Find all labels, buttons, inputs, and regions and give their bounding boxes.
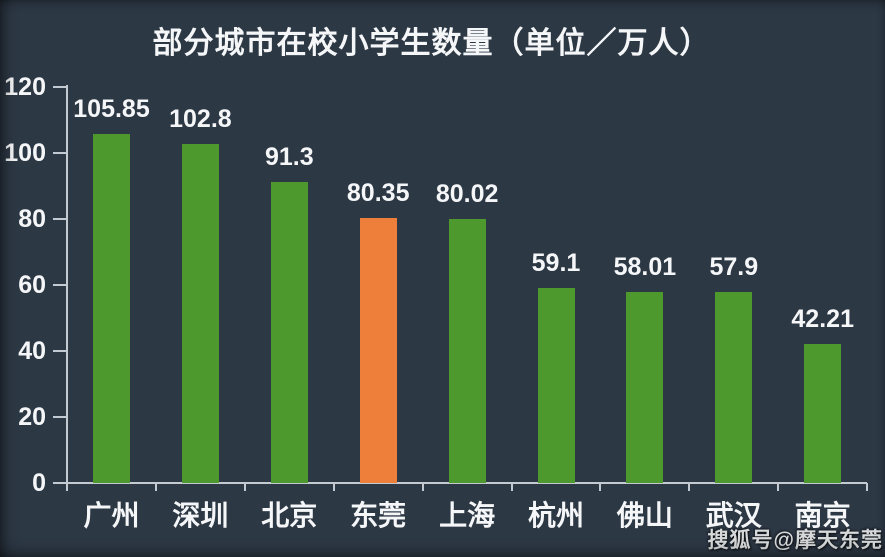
y-tick-label: 80 bbox=[18, 205, 46, 233]
y-axis-line bbox=[66, 85, 68, 489]
y-tick-mark bbox=[53, 416, 67, 418]
x-tick-mark bbox=[332, 483, 335, 491]
x-tick-label: 武汉 bbox=[705, 500, 762, 531]
y-tick-label: 100 bbox=[4, 139, 46, 167]
y-tick-label: 120 bbox=[4, 73, 46, 101]
bar-value-label: 58.01 bbox=[613, 252, 677, 281]
bar bbox=[93, 133, 130, 483]
bar-value-label: 91.3 bbox=[264, 142, 314, 171]
x-tick-mark bbox=[599, 483, 602, 491]
bar-value-label: 42.21 bbox=[791, 304, 854, 333]
bar-value-label: 102.8 bbox=[169, 104, 232, 133]
y-tick-label: 20 bbox=[18, 403, 46, 431]
y-tick-label: 60 bbox=[18, 271, 46, 299]
x-tick-mark bbox=[66, 483, 68, 491]
bar bbox=[804, 343, 842, 483]
y-tick-mark bbox=[53, 350, 67, 352]
x-tick-label: 北京 bbox=[261, 500, 318, 531]
bar-highlighted bbox=[359, 217, 397, 483]
x-tick-mark bbox=[421, 483, 424, 491]
x-tick-label: 深圳 bbox=[172, 500, 229, 531]
x-tick-mark bbox=[777, 483, 780, 491]
x-tick-label: 南京 bbox=[794, 500, 851, 531]
bar bbox=[537, 287, 575, 483]
y-tick-mark bbox=[53, 86, 67, 88]
watermark: 搜狐号@摩天东莞 bbox=[707, 529, 883, 552]
x-tick-mark bbox=[154, 483, 157, 491]
y-tick-label: 40 bbox=[18, 337, 46, 365]
x-tick-label: 杭州 bbox=[527, 500, 584, 531]
x-tick-mark bbox=[243, 483, 246, 491]
bar bbox=[715, 291, 753, 483]
y-tick-mark bbox=[53, 152, 67, 154]
x-tick-mark bbox=[688, 483, 691, 491]
bar bbox=[448, 218, 486, 483]
y-tick-mark bbox=[53, 482, 67, 484]
bar bbox=[626, 291, 664, 483]
x-tick-label: 东莞 bbox=[350, 500, 407, 531]
x-tick-label: 佛山 bbox=[616, 500, 673, 531]
bar-value-label: 80.02 bbox=[435, 179, 499, 208]
bar-value-label: 57.9 bbox=[709, 252, 759, 281]
bar-value-label: 59.1 bbox=[531, 248, 581, 277]
x-axis-line bbox=[57, 482, 867, 484]
chart-title: 部分城市在校小学生数量（单位／万人） bbox=[152, 27, 711, 60]
y-tick-mark bbox=[53, 284, 67, 286]
x-tick-label: 上海 bbox=[439, 500, 496, 531]
bar bbox=[181, 143, 219, 483]
bar-value-label: 80.35 bbox=[346, 178, 410, 207]
y-tick-label: 0 bbox=[32, 469, 46, 497]
x-tick-mark bbox=[510, 483, 513, 491]
bar bbox=[270, 181, 308, 483]
x-tick-label: 广州 bbox=[83, 500, 140, 531]
bar-value-label: 105.85 bbox=[73, 94, 150, 123]
y-tick-mark bbox=[53, 218, 67, 220]
x-tick-mark bbox=[866, 483, 869, 491]
